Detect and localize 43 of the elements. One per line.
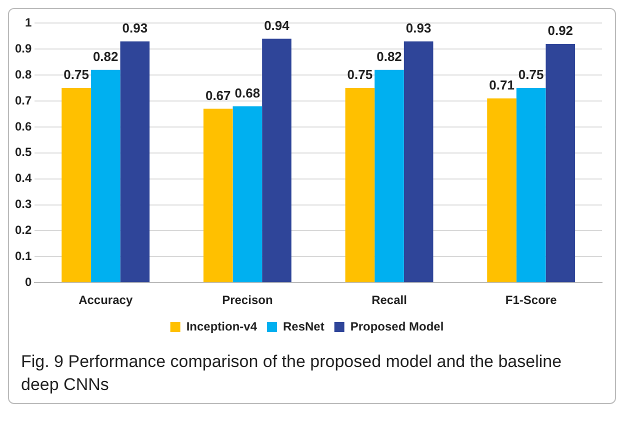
data-label: 0.92 xyxy=(548,23,574,38)
x-tick-label: Recall xyxy=(372,293,407,308)
data-label: 0.68 xyxy=(234,85,260,100)
bar xyxy=(90,70,120,282)
data-label: 0.75 xyxy=(518,67,544,82)
bar xyxy=(262,38,292,282)
bar xyxy=(120,41,150,282)
data-label: 0.94 xyxy=(264,18,290,33)
data-label: 0.93 xyxy=(406,20,432,36)
y-tick-label: 0.3 xyxy=(14,197,32,212)
data-label: 0.75 xyxy=(64,67,89,82)
x-tick-label: Accuracy xyxy=(78,293,133,308)
legend-label: Inception-v4 xyxy=(186,319,258,334)
bar xyxy=(516,88,546,282)
y-tick-label: 0.1 xyxy=(14,248,32,263)
bar xyxy=(203,108,233,282)
bar xyxy=(62,88,91,282)
legend-label: ResNet xyxy=(282,319,324,334)
x-tick-label: Precison xyxy=(222,293,273,308)
bar xyxy=(345,88,375,282)
caption: Fig. 9 Performance comparison of the proposed model and the baseline deep CNNs xyxy=(20,351,563,396)
data-label: 0.67 xyxy=(205,88,231,103)
y-tick-label: 0.2 xyxy=(14,223,32,238)
x-tick-label: F1-Score xyxy=(505,293,558,308)
data-label: 0.82 xyxy=(92,48,118,64)
bar xyxy=(487,98,516,282)
legend-label: Proposed Model xyxy=(350,319,444,334)
data-label: 0.93 xyxy=(122,20,148,36)
y-tick-label: 0.6 xyxy=(14,119,32,134)
data-label: 0.75 xyxy=(347,67,373,82)
y-tick-label: 0.7 xyxy=(14,93,32,108)
bar xyxy=(404,41,434,282)
y-tick-label: 0.4 xyxy=(14,171,32,186)
bar xyxy=(374,70,404,282)
data-label: 0.82 xyxy=(376,48,402,64)
y-tick-label: 0.8 xyxy=(14,67,32,82)
bar xyxy=(232,106,262,282)
y-tick-label: 0.5 xyxy=(14,145,32,160)
bar xyxy=(546,44,576,282)
y-tick-label: 0.9 xyxy=(14,41,32,56)
data-label: 0.71 xyxy=(489,78,514,93)
y-tick-label: 0 xyxy=(24,274,32,289)
y-tick-label: 1 xyxy=(24,16,32,30)
